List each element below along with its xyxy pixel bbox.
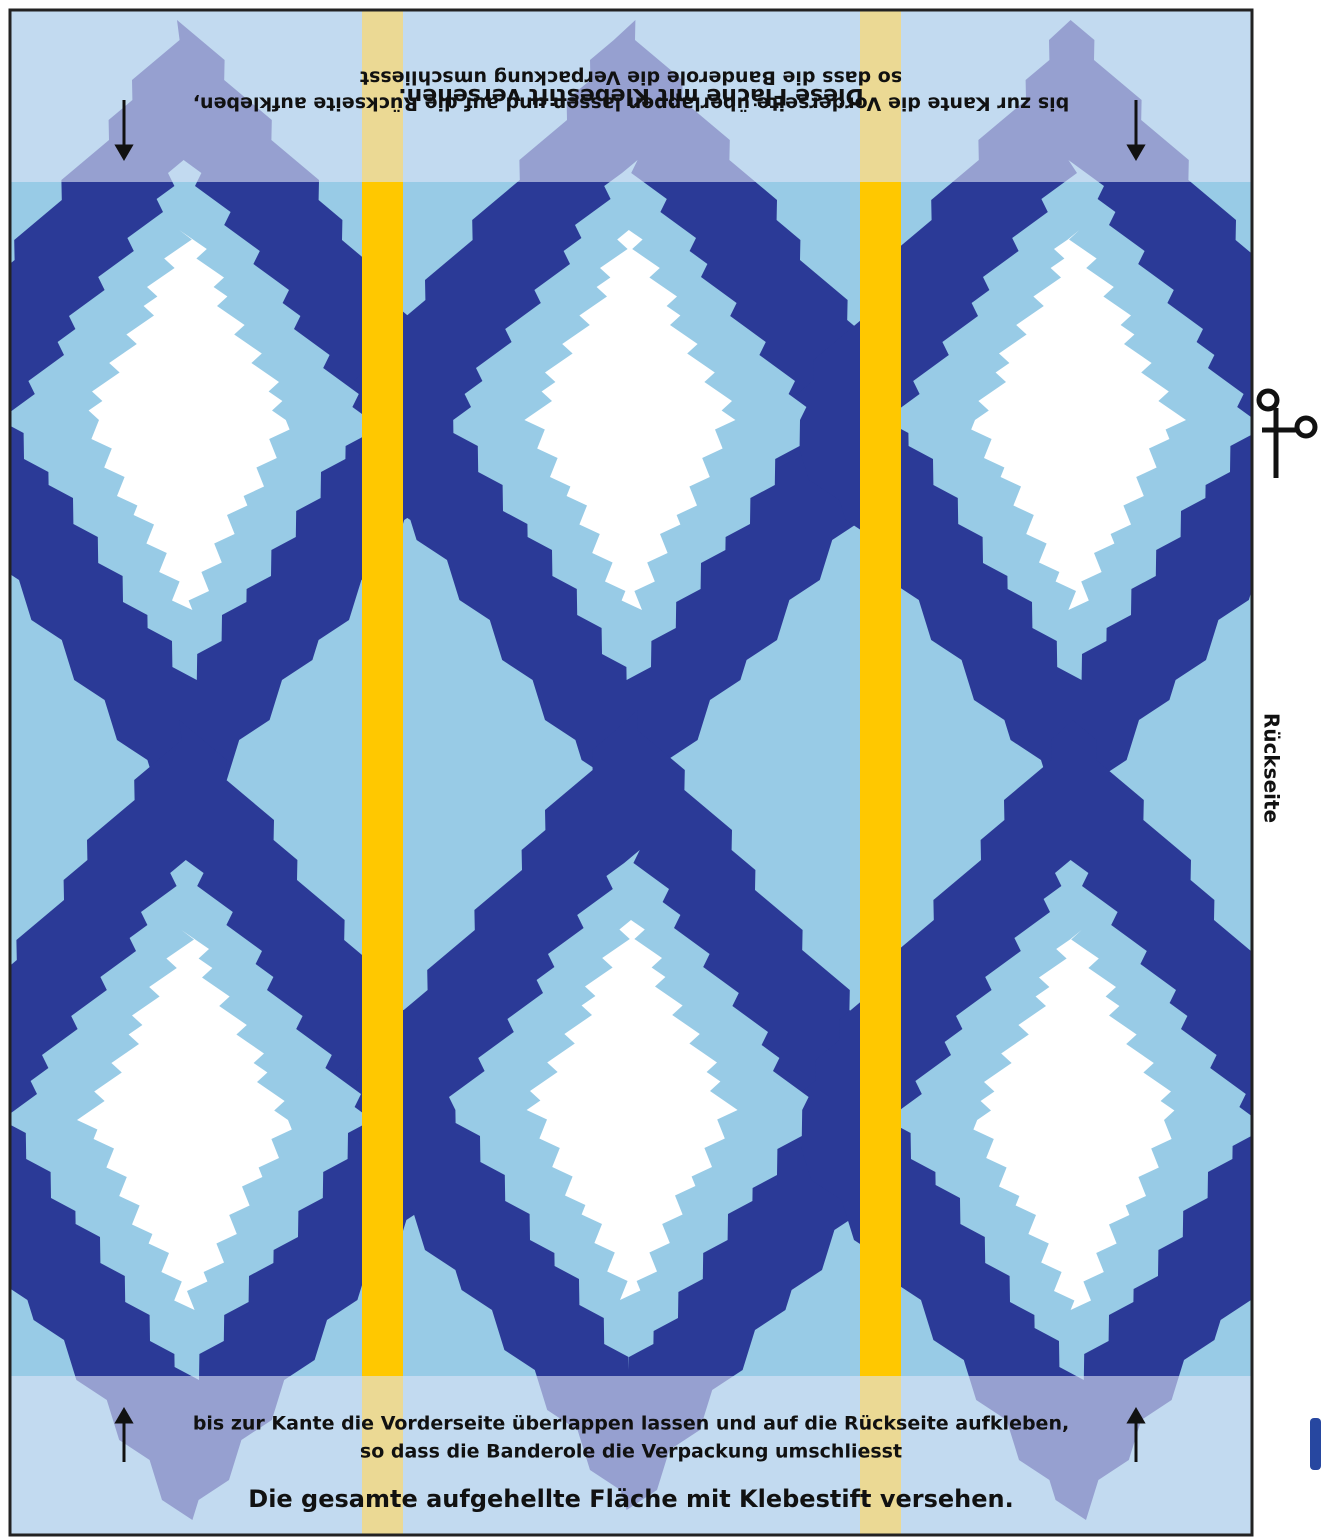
bottom-glue-note: Die gesamte aufgehellte Fläche mit Klebe…	[248, 1485, 1013, 1513]
white-diamond	[88, 230, 290, 610]
bottom-line2: so dass die Banderole die Verpackung ums…	[360, 1441, 902, 1463]
glue-stripe	[860, 10, 901, 1535]
side-tab	[1310, 1418, 1321, 1470]
white-diamond	[973, 930, 1175, 1310]
bottom-line1: bis zur Kante die Vorderseite überlappen…	[193, 1413, 1069, 1435]
cut-frame	[8, 8, 1254, 1537]
ikat-pattern	[10, 10, 1252, 1535]
lightened-flap	[10, 10, 1252, 182]
white-diamond	[526, 920, 738, 1300]
side-label: Rückseite	[1260, 713, 1284, 823]
scissors-icon	[1256, 388, 1318, 478]
white-diamond	[77, 930, 292, 1310]
top-line1: bis zur Kante die Vorderseite überlappen…	[193, 93, 1069, 115]
white-diamond	[971, 230, 1186, 610]
top-glue-note: Diese Fläche mit Klebestift versehen.	[398, 83, 864, 108]
arrows	[114, 100, 1146, 1462]
lightened-flap	[10, 1376, 1252, 1535]
white-diamond	[524, 230, 736, 610]
glue-stripe	[362, 10, 403, 1535]
top-line2: so dass die Banderole die Verpackung ums…	[360, 67, 902, 89]
